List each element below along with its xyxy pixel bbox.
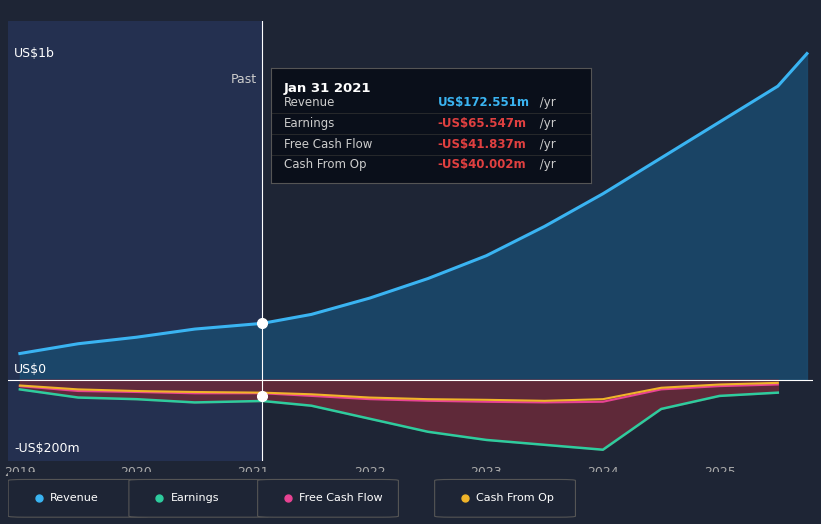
Text: Cash From Op: Cash From Op [476, 493, 554, 503]
Text: Revenue: Revenue [50, 493, 99, 503]
Text: /yr: /yr [536, 158, 556, 171]
Text: /yr: /yr [536, 117, 556, 130]
Text: Earnings: Earnings [284, 117, 335, 130]
Text: Earnings: Earnings [171, 493, 219, 503]
Text: -US$200m: -US$200m [14, 442, 80, 455]
Text: Free Cash Flow: Free Cash Flow [284, 138, 372, 151]
Text: Revenue: Revenue [284, 96, 335, 109]
Text: 2024: 2024 [587, 466, 619, 479]
FancyBboxPatch shape [258, 479, 398, 517]
Text: -US$40.002m: -US$40.002m [438, 158, 526, 171]
Text: US$1b: US$1b [14, 47, 55, 60]
Text: Past: Past [231, 73, 257, 86]
Text: /yr: /yr [536, 138, 556, 151]
Text: 2025: 2025 [704, 466, 736, 479]
FancyBboxPatch shape [434, 479, 576, 517]
Text: /yr: /yr [536, 96, 556, 109]
Text: Cash From Op: Cash From Op [284, 158, 366, 171]
Text: US$0: US$0 [14, 363, 47, 376]
Text: 2019: 2019 [4, 466, 35, 479]
Text: US$172.551m: US$172.551m [438, 96, 530, 109]
FancyBboxPatch shape [8, 479, 149, 517]
Text: 2022: 2022 [354, 466, 386, 479]
FancyBboxPatch shape [129, 479, 269, 517]
Text: 2021: 2021 [237, 466, 269, 479]
Text: -US$41.837m: -US$41.837m [438, 138, 526, 151]
Bar [8, 21, 263, 461]
Text: 2023: 2023 [470, 466, 502, 479]
Text: Jan 31 2021: Jan 31 2021 [284, 82, 371, 95]
Text: -US$65.547m: -US$65.547m [438, 117, 526, 130]
Text: 2020: 2020 [121, 466, 153, 479]
Text: Analysts Forecasts: Analysts Forecasts [274, 73, 391, 86]
Text: Free Cash Flow: Free Cash Flow [300, 493, 383, 503]
